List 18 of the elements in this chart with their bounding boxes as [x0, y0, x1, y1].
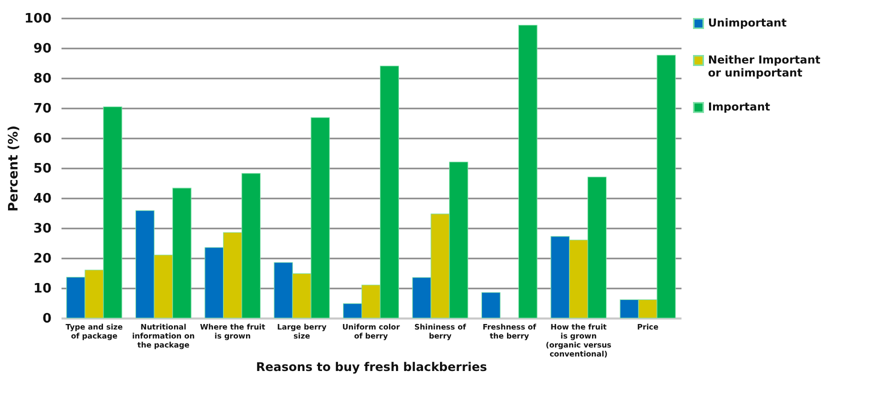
x-axis-title: Reasons to buy fresh blackberries	[256, 360, 488, 374]
legend-label: Unimportant	[708, 16, 787, 30]
y-tick-label: 90	[33, 42, 52, 56]
y-tick-label: 20	[33, 252, 52, 266]
y-tick-label: 50	[33, 162, 52, 176]
y-tick-label: 10	[33, 282, 52, 296]
legend-label: Important	[708, 100, 770, 114]
legend-label: Neither Important or unimportant	[708, 54, 820, 80]
y-tick-label: 40	[33, 192, 52, 206]
bar	[481, 292, 500, 318]
y-axis-title: Percent (%)	[6, 125, 22, 212]
y-tick-label: 100	[24, 12, 52, 26]
y-tick-label: 70	[33, 102, 52, 116]
y-tick-label: 60	[33, 132, 52, 146]
y-tick-label: 80	[33, 72, 52, 86]
y-tick-label: 30	[33, 222, 52, 236]
y-tick-label: 0	[42, 312, 52, 326]
bar	[518, 24, 538, 318]
